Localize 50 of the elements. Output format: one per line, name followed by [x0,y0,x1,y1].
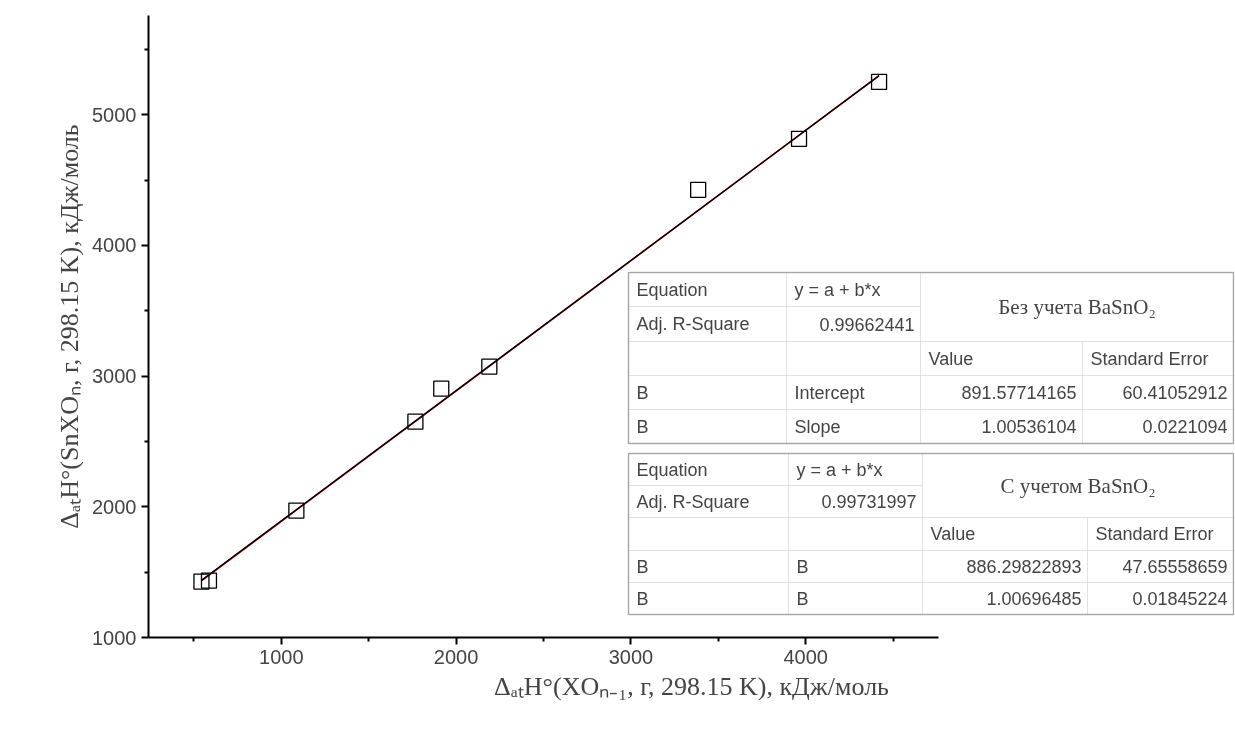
x-tick-label: 3000 [608,645,654,668]
annotation: B [636,556,649,577]
text: Standard Error [1090,348,1209,369]
x-axis-title: ΔₐₜH°(XOₙ₋₁, г, 298.15 K), кДж/моль [494,671,890,701]
y-tick-label: 2000 [92,495,137,518]
point [288,502,305,519]
text: 886.29822893 [966,557,1082,577]
annotation: Intercept [794,382,865,403]
point [193,573,210,590]
annotation: Value [930,524,976,544]
text: 0.0221094 [1142,417,1228,437]
text: С учетом BaSnO₂ [1000,473,1156,498]
y-tick-label: 4000 [92,234,137,257]
text: 0.01845224 [1132,589,1228,609]
text: Без учета BaSnO₂ [998,295,1156,319]
annotation: B [636,416,649,437]
annotation: Adj. R-Square [636,314,750,334]
point [407,413,424,430]
point [481,358,498,375]
annotation: B [636,588,649,609]
text: 60.41052912 [1122,383,1228,403]
text: Standard Error [1095,524,1214,544]
annotation: y = a + b*x [796,459,883,480]
point [870,73,888,91]
y-axis-title: ΔₐₜH°(SnXOₙ, г, 298.15 K), кДж/моль [55,124,85,529]
point [433,380,450,397]
y-tick-label: 3000 [92,365,137,388]
text: 891.57714165 [961,383,1077,403]
x-tick-label: 2000 [433,645,479,668]
point [200,572,218,589]
text: 47.65558659 [1122,557,1228,577]
annotation: Equation [636,459,708,480]
annotation: Slope [794,416,841,437]
text: 1.00536104 [981,417,1077,437]
point [790,130,808,147]
annotation: y = a + b*x [794,279,881,300]
x-tick-label: 1000 [259,645,304,668]
annotation: B [636,382,649,403]
annotation: Adj. R-Square [636,491,750,512]
annotation: Value [928,348,974,369]
annotation: Equation [636,279,708,300]
text: 1.00696485 [986,589,1082,609]
point [690,181,707,198]
annotation: 0.99662441 [819,314,915,335]
x-tick-label: 4000 [783,645,828,668]
y-tick-label: 5000 [92,103,137,126]
y-tick-label: 1000 [92,626,137,649]
annotation: B [796,556,809,577]
annotation: B [796,588,809,609]
annotation: 0.99731997 [821,492,917,512]
